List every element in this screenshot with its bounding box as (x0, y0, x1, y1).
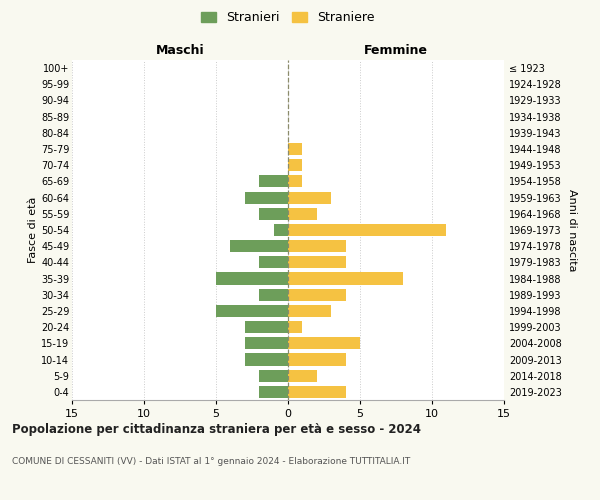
Text: Femmine: Femmine (364, 44, 428, 57)
Bar (259, 176, 288, 188)
Y-axis label: Fasce di età: Fasce di età (28, 197, 38, 263)
Bar (288, 176, 302, 188)
Bar (288, 159, 302, 172)
Bar (245, 192, 288, 203)
Bar (288, 305, 331, 317)
Bar (288, 224, 446, 236)
Bar (259, 256, 288, 268)
Bar (259, 208, 288, 220)
Bar (259, 386, 288, 398)
Bar (288, 272, 403, 284)
Bar (288, 256, 346, 268)
Text: Maschi: Maschi (155, 44, 205, 57)
Legend: Stranieri, Straniere: Stranieri, Straniere (196, 6, 380, 29)
Bar (230, 240, 288, 252)
Bar (288, 386, 346, 398)
Bar (245, 354, 288, 366)
Bar (274, 224, 288, 236)
Bar (288, 370, 317, 382)
Bar (245, 321, 288, 333)
Bar (288, 338, 360, 349)
Bar (259, 370, 288, 382)
Bar (288, 208, 317, 220)
Bar (245, 338, 288, 349)
Text: Popolazione per cittadinanza straniera per età e sesso - 2024: Popolazione per cittadinanza straniera p… (12, 422, 421, 436)
Y-axis label: Anni di nascita: Anni di nascita (567, 188, 577, 271)
Bar (259, 288, 288, 301)
Bar (288, 192, 331, 203)
Bar (288, 321, 302, 333)
Bar (288, 288, 346, 301)
Bar (288, 354, 346, 366)
Bar (216, 305, 288, 317)
Text: COMUNE DI CESSANITI (VV) - Dati ISTAT al 1° gennaio 2024 - Elaborazione TUTTITAL: COMUNE DI CESSANITI (VV) - Dati ISTAT al… (12, 458, 410, 466)
Bar (216, 272, 288, 284)
Bar (288, 240, 346, 252)
Bar (288, 143, 302, 155)
